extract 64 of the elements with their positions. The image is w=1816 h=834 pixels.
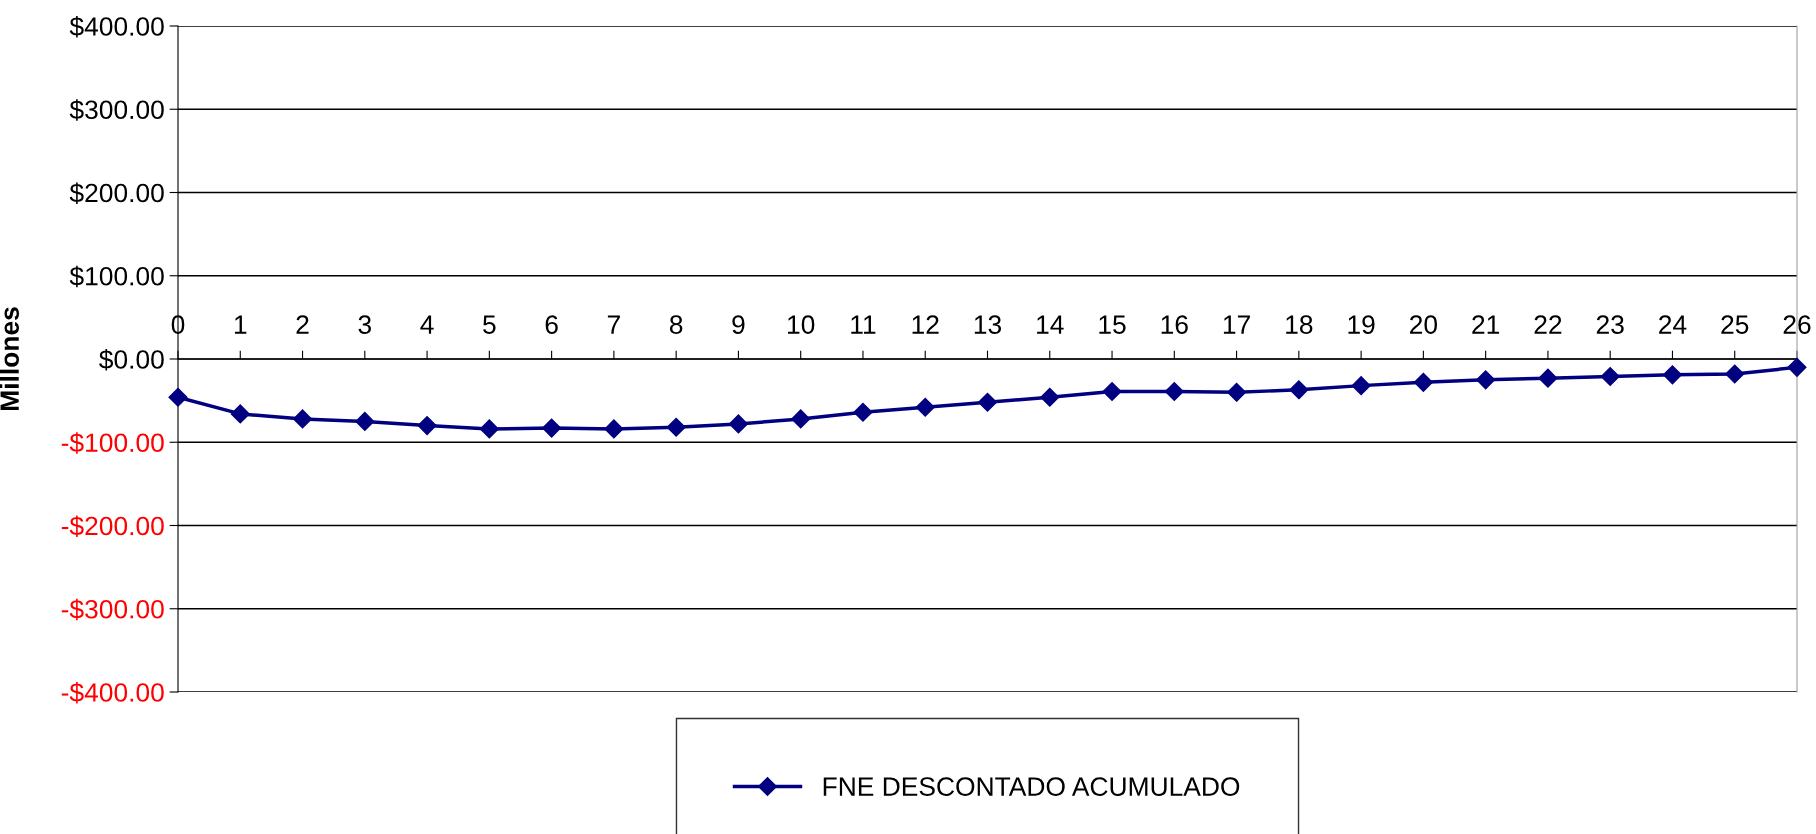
x-tick-label: 18 [1286,315,1313,334]
x-tick-label: 14 [1037,315,1064,334]
point [479,419,499,439]
x-tick-label: 13 [974,315,1002,334]
point [1662,365,1682,385]
y-tick-label: $100.00 [69,265,164,288]
point [1164,381,1184,402]
x-tick-label: 5 [483,315,496,334]
x-tick-label: 24 [1659,315,1687,334]
y-axis-title: Millones [0,307,19,411]
x-tick-label: 26 [1783,315,1811,334]
point [915,397,935,417]
x-tick-label: 7 [607,315,620,334]
x-tick-label: 10 [788,315,815,334]
x-tick-label: 20 [1410,315,1438,334]
y-tick-label: -$300.00 [61,598,164,621]
x-tick-label: 19 [1348,315,1375,334]
point [1413,372,1433,392]
x-tick-label: 6 [545,315,558,334]
point [1538,368,1558,388]
point [1289,380,1309,400]
point [977,392,998,412]
y-tick-label: $200.00 [69,182,164,204]
legend-label: FNE DESCONTADO ACUMULADO [823,777,1240,796]
point [417,416,437,436]
point [1787,357,1807,377]
point [230,404,250,424]
x-tick-label: 11 [851,315,876,334]
point [1600,366,1620,387]
point [791,409,811,429]
point [168,387,188,407]
x-tick-label: 3 [358,315,371,334]
y-tick-label: $0.00 [99,349,164,371]
x-tick-label: 4 [420,315,434,334]
x-tick-label: 22 [1534,315,1562,334]
point [355,411,375,431]
point [1725,364,1745,384]
point [604,419,624,439]
x-tick-label: 25 [1721,315,1749,334]
y-tick-label: $300.00 [69,99,164,121]
point [853,402,873,422]
y-tick-label: -$200.00 [61,515,164,537]
y-tick-label: -$400.00 [61,682,164,704]
point [1227,382,1247,402]
x-tick-label: 15 [1099,315,1126,334]
x-tick-label: 8 [669,315,683,334]
x-tick-label: 12 [912,315,939,334]
x-tick-label: 1 [234,315,247,334]
point [728,414,748,434]
y-tick-label: $400.00 [69,16,164,38]
y-tick-label: -$100.00 [61,432,164,454]
x-tick-label: 23 [1596,315,1624,334]
point [293,409,313,429]
point [1351,376,1371,396]
point [666,417,686,437]
point [1102,381,1122,402]
x-tick-label: 16 [1161,315,1188,334]
x-tick-label: 2 [296,315,309,334]
x-tick-label: 9 [732,315,745,334]
x-tick-label: 17 [1223,315,1250,334]
point [1040,387,1060,407]
point [1476,370,1496,390]
point [542,418,562,438]
x-tick-label: 21 [1472,315,1500,334]
